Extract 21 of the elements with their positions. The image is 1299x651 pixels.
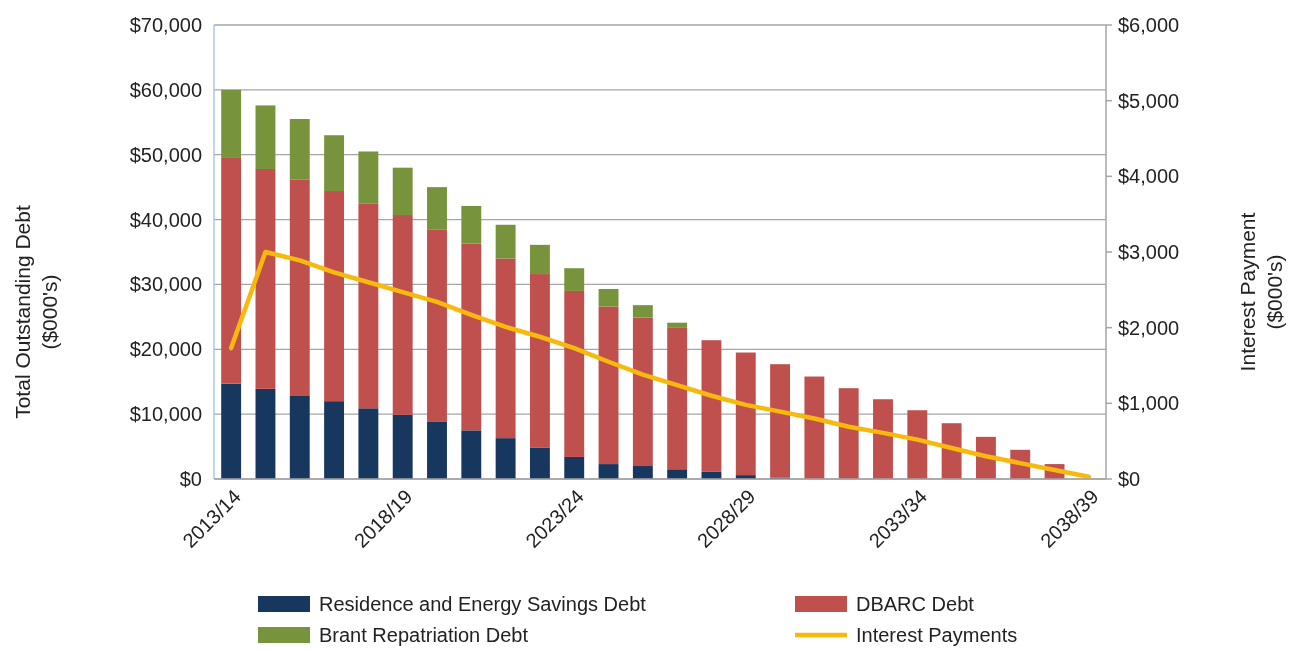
y2-axis-title: Interest Payment ($000's): [1236, 212, 1286, 372]
y-tick-label: $10,000: [129, 403, 202, 426]
y-tick-label: $60,000: [129, 78, 202, 101]
y2-tick-label: $2,000: [1118, 316, 1180, 339]
legend-label: Interest Payments: [856, 624, 1018, 646]
legend-label: Residence and Energy Savings Debt: [319, 593, 647, 615]
y-tick-label: $50,000: [129, 143, 202, 166]
y2-tick-label: $1,000: [1118, 392, 1180, 415]
y-tick-label: $70,000: [129, 14, 202, 36]
legend-label: DBARC Debt: [856, 593, 975, 615]
y-axis-title: Total Outstanding Debt ($000's): [11, 205, 61, 419]
y-tick-label: $20,000: [129, 338, 202, 361]
y2-tick-label: $0: [1118, 468, 1141, 490]
y2-tick-label: $5,000: [1118, 89, 1180, 112]
y-tick-label: $40,000: [129, 208, 202, 231]
y2-tick-label: $6,000: [1118, 14, 1180, 36]
y2-tick-label: $4,000: [1118, 165, 1180, 188]
y-tick-label: $0: [179, 468, 202, 490]
legend-label: Brant Repatriation Debt: [319, 624, 529, 646]
y2-tick-label: $3,000: [1118, 241, 1180, 263]
y-tick-label: $30,000: [129, 273, 202, 296]
